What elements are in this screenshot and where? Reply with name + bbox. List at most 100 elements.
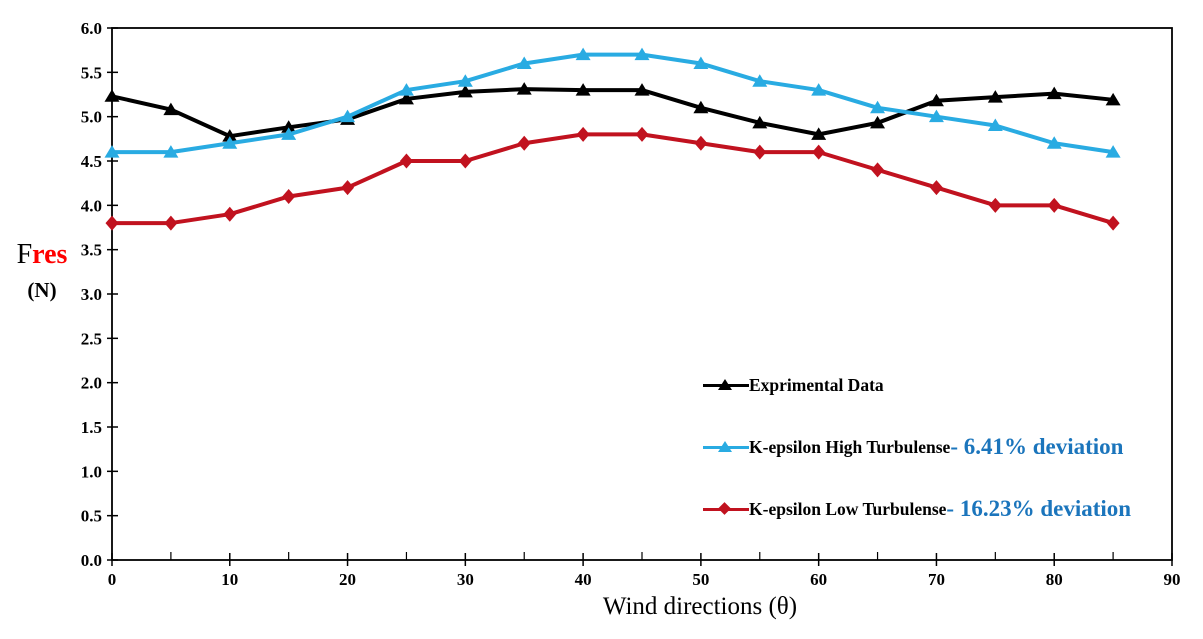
data-point-marker — [1106, 215, 1120, 231]
data-point-marker — [634, 47, 650, 61]
data-point-marker — [575, 47, 591, 61]
data-point-marker — [398, 83, 414, 96]
data-point-marker — [517, 135, 531, 151]
deviation-value: - 6.41% deviation — [950, 434, 1124, 459]
legend-label: K-epsilon High Turbulense — [749, 436, 951, 457]
y-tick-label: 5.5 — [81, 63, 102, 82]
data-point-marker — [341, 180, 355, 196]
data-point-marker — [693, 100, 709, 114]
y-tick-label: 6.0 — [81, 19, 102, 38]
legend-item-k-epsilon-high: K-epsilon High Turbulense - 6.41% deviat… — [703, 434, 1123, 460]
y-axis-label: Fres (N) — [2, 239, 82, 302]
data-point-marker — [516, 82, 532, 95]
data-point-marker — [104, 145, 120, 158]
x-tick-label: 60 — [810, 570, 827, 589]
data-point-marker — [871, 162, 885, 178]
data-point-marker — [928, 109, 944, 123]
data-point-marker — [987, 90, 1003, 103]
series-line-0 — [111, 87, 1114, 139]
data-point-marker — [870, 100, 886, 114]
series-line-2 — [112, 132, 1114, 226]
data-point-marker — [576, 126, 590, 142]
data-point-marker — [753, 144, 767, 160]
y-tick-label: 5.0 — [81, 108, 102, 127]
legend-label: Exprimental Data — [749, 374, 884, 395]
data-point-marker — [634, 83, 650, 96]
data-point-marker — [281, 127, 297, 140]
legend-item-experimental-data: Exprimental Data — [703, 372, 927, 398]
x-tick-label: 50 — [692, 570, 709, 589]
x-tick-label: 20 — [339, 570, 356, 589]
x-tick-label: 70 — [928, 570, 945, 589]
data-point-marker — [516, 56, 532, 69]
y-tick-label: 0.5 — [81, 507, 102, 526]
data-point-marker — [164, 215, 178, 231]
x-tick-label: 80 — [1046, 570, 1063, 589]
data-point-marker — [929, 180, 943, 196]
y-tick-label: 2.5 — [81, 329, 102, 348]
legend-swatch — [703, 378, 749, 392]
series-line-1 — [112, 52, 1114, 155]
data-point-marker — [870, 115, 886, 129]
data-point-marker — [223, 206, 237, 222]
data-point-marker — [222, 129, 238, 142]
y-tick-label: 2.0 — [81, 374, 102, 393]
y-tick-label: 4.5 — [81, 152, 102, 171]
data-point-marker — [928, 93, 944, 107]
data-point-marker — [575, 83, 591, 96]
data-point-marker — [104, 89, 120, 102]
y-axis-unit: (N) — [27, 277, 57, 302]
data-point-marker — [987, 118, 1003, 132]
y-tick-label: 3.5 — [81, 241, 102, 260]
data-point-marker — [635, 126, 649, 142]
legend-swatch — [703, 502, 749, 516]
data-point-marker — [752, 115, 768, 129]
data-point-marker — [1047, 197, 1061, 213]
x-tick-label: 0 — [108, 570, 117, 589]
data-point-marker — [399, 153, 413, 169]
data-point-marker — [811, 127, 827, 140]
data-point-marker — [282, 188, 296, 204]
data-point-marker — [457, 84, 473, 98]
data-point-marker — [105, 215, 119, 231]
y-tick-label: 1.5 — [81, 418, 102, 437]
data-point-marker — [1046, 136, 1062, 149]
data-point-marker — [458, 153, 472, 169]
data-point-marker — [811, 83, 827, 96]
y-tick-label: 1.0 — [81, 462, 102, 481]
data-point-marker — [693, 56, 709, 69]
data-point-marker — [340, 109, 356, 123]
data-point-marker — [752, 74, 768, 87]
data-point-marker — [222, 136, 238, 149]
y-tick-label: 0.0 — [81, 551, 102, 570]
data-point-marker — [812, 144, 826, 160]
deviation-value: - 16.23% deviation — [946, 496, 1132, 521]
x-tick-label: 10 — [221, 570, 238, 589]
data-point-marker — [163, 102, 179, 116]
data-point-marker — [163, 145, 179, 158]
diamond-marker-icon — [718, 502, 731, 515]
triangle-marker-icon — [718, 441, 732, 452]
legend-label: K-epsilon Low Turbulense — [749, 498, 947, 519]
data-point-marker — [1105, 145, 1121, 158]
data-point-marker — [457, 74, 473, 87]
legend-swatch — [703, 440, 749, 454]
legend-item-k-epsilon-low: K-epsilon Low Turbulense - 16.23% deviat… — [703, 496, 1131, 522]
x-axis-title: Wind directions (θ) — [602, 593, 798, 620]
plot-border — [111, 27, 1173, 561]
y-tick-label: 4.0 — [81, 196, 102, 215]
data-point-marker — [281, 120, 297, 133]
data-point-marker — [398, 91, 414, 105]
data-point-marker — [1046, 86, 1062, 100]
data-point-marker — [988, 197, 1002, 213]
x-tick-label: 90 — [1164, 570, 1181, 589]
data-point-marker — [694, 135, 708, 151]
y-axis-label-symbol: Fres — [16, 239, 68, 270]
data-point-marker — [1105, 92, 1121, 106]
x-tick-label: 30 — [457, 570, 474, 589]
x-tick-label: 40 — [575, 570, 592, 589]
y-axis-label-subscript: res — [32, 239, 68, 270]
triangle-marker-icon — [718, 379, 732, 390]
